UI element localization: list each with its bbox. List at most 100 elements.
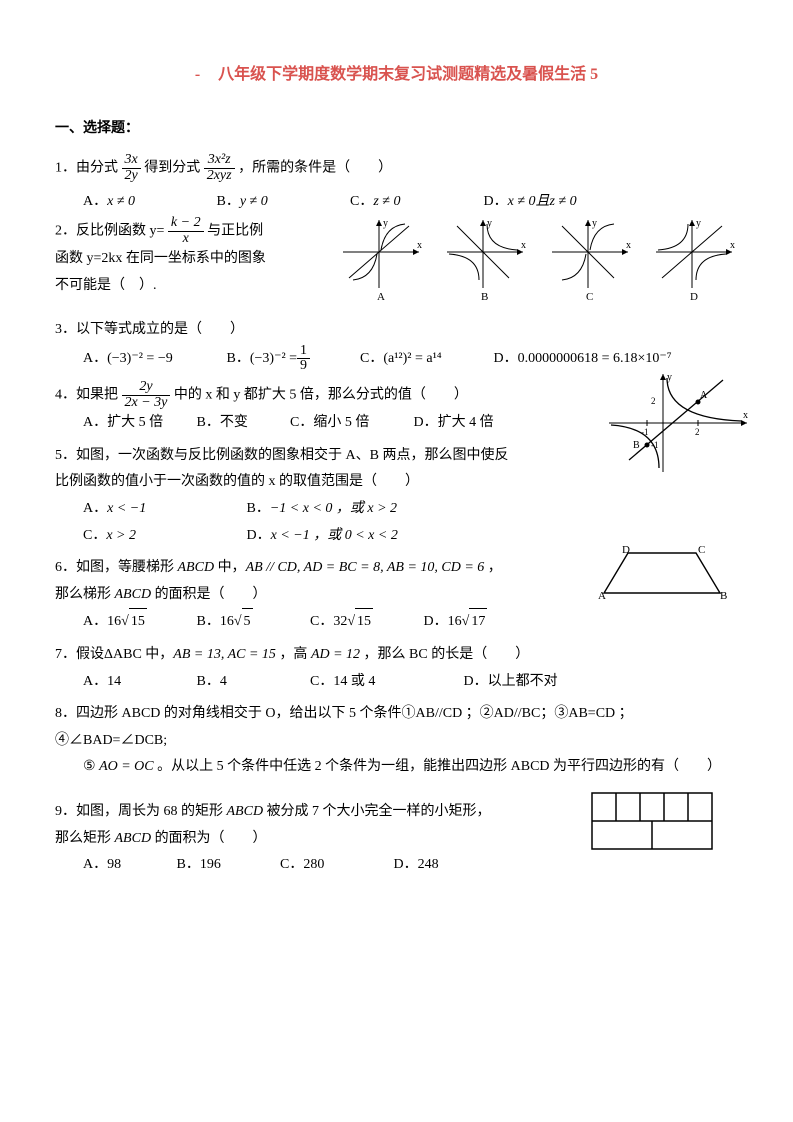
svg-text:y: y (696, 218, 701, 229)
q7-opt-b: B．4 (197, 669, 307, 696)
q7-cond: AB = 13, AC = 15 (173, 647, 276, 662)
q2-frac: k − 2 x (168, 216, 204, 246)
q3-b-pre: (−3)⁻² = (250, 346, 297, 373)
q9-opt-a: A．98 (83, 852, 173, 879)
q8-l2b: AO = OC (99, 759, 154, 774)
q5-c-l: C． (83, 523, 106, 550)
q1-frac1: 3x 2y (122, 153, 141, 183)
q6-b-c: 16 (220, 609, 234, 636)
q5-b-l: B． (247, 496, 270, 523)
q7-pre: 7．假设 (55, 647, 104, 662)
q1-c-val: z ≠ 0 (373, 189, 400, 216)
q8-l1: 8．四边形 ABCD 的对角线相交于 O，给出以下 5 个条件①AB//CD ；… (55, 701, 738, 754)
q3-b-fd: 9 (297, 359, 310, 374)
q2-frac-n: k − 2 (168, 216, 204, 232)
q9-l2a: 那么矩形 (55, 831, 115, 846)
q7-post: ，那么 BC 的长是（ ） (360, 647, 529, 662)
q1-c-label: C． (350, 189, 373, 216)
q6-a-r: 15 (129, 608, 147, 636)
q3-stem: 3．以下等式成立的是（ ） (55, 317, 738, 344)
q9-l2c: 的面积为（ ） (151, 831, 267, 846)
question-4: 4．如果把 2y2x − 3y 中的 x 和 y 都扩大 5 倍，那么分式的值（… (55, 380, 738, 437)
svg-text:y: y (487, 218, 492, 229)
q7-mid2: ，高 (276, 647, 311, 662)
q1-d-val: x ≠ 0且z ≠ 0 (508, 189, 577, 216)
q2-l1b: 与正比例 (207, 223, 263, 238)
q1-post: ，所需的条件是（ ） (238, 160, 392, 175)
q4-opt-b: B．不变 (197, 410, 287, 437)
q6-l2a: 那么梯形 (55, 587, 115, 602)
question-8: 8．四边形 ABCD 的对角线相交于 O，给出以下 5 个条件①AB//CD ；… (55, 701, 738, 781)
q6-figure: D C A B (598, 545, 728, 616)
q6-d-c: 16 (448, 609, 462, 636)
q6-d-r: 17 (469, 608, 487, 636)
question-3: 3．以下等式成立的是（ ） A．(−3)⁻² = −9 B．(−3)⁻² = 1… (55, 317, 738, 374)
svg-text:x: x (730, 240, 735, 251)
svg-text:x: x (626, 240, 631, 251)
svg-text:x: x (417, 240, 422, 251)
q1-options: A．x ≠ 0 B．y ≠ 0 C．z ≠ 0 D．x ≠ 0且z ≠ 0 (55, 189, 738, 216)
question-6: 6．如图，等腰梯形 ABCD 中，AB // CD, AD = BC = 8, … (55, 555, 738, 636)
q5-ypos: 2 (651, 396, 656, 406)
q7-opt-d: D．以上都不对 (464, 669, 558, 696)
q4-fn: 2y (122, 380, 171, 396)
title-dash: - (195, 66, 200, 83)
q1-frac2-num: 3x²z (204, 153, 235, 169)
q1-a-val: x ≠ 0 (107, 189, 135, 216)
q5-xneg: -1 (641, 427, 649, 437)
q5-c-v: x > 2 (106, 523, 136, 550)
q3-a-label: A． (83, 346, 107, 373)
q1-d-label: D． (484, 189, 508, 216)
q5-d-v: x < −1 ，或 0 < x < 2 (271, 523, 398, 550)
q2-graph-c: xy C (544, 216, 639, 301)
q9-l1c: 被分成 7 个大小完全一样的小矩形， (263, 804, 491, 819)
q6-l2b: ABCD (115, 587, 152, 602)
q6-d-l: D． (424, 609, 448, 636)
svg-text:y: y (383, 218, 388, 229)
q6-a-l: A． (83, 609, 107, 636)
svg-text:y: y (592, 218, 597, 229)
q8-l2a: ⑤ (83, 759, 99, 774)
q6-fig-a: A (598, 590, 606, 602)
q6-c-r: 15 (355, 608, 373, 636)
svg-text:x: x (743, 410, 748, 421)
q3-b-label: B． (227, 346, 250, 373)
q7-tri: ΔABC (104, 647, 142, 662)
q2-frac-d: x (168, 232, 204, 247)
q2-graph-a: x y A (335, 216, 430, 301)
q6-l1e: ， (484, 560, 502, 575)
q6-l2c: 的面积是（ ） (151, 587, 267, 602)
q5-a-l: A． (83, 496, 107, 523)
q4-fd: 2x − 3y (122, 396, 171, 411)
q2-graphs: xy A xy B xy C (332, 216, 747, 312)
q5-xpos: 2 (695, 427, 700, 437)
svg-text:A: A (700, 390, 708, 401)
q5-d-l: D． (247, 523, 271, 550)
q3-c-val: (a¹²)² = a¹⁴ (383, 346, 441, 373)
q2-l3: 不可能是（ ）. (55, 273, 285, 300)
question-1: 1．由分式 3x 2y 得到分式 3x²z 2xyz ，所需的条件是（ ） (55, 153, 738, 183)
q6-l1d: AB // CD, AD = BC = 8, AB = 10, CD = 6 (246, 560, 485, 575)
q7-cond2: AD = 12 (311, 647, 360, 662)
q1-frac1-num: 3x (122, 153, 141, 169)
q6-fig-d: D (622, 545, 630, 556)
q9-figure (590, 791, 718, 864)
svg-text:x: x (521, 240, 526, 251)
q2-l2: 函数 y=2kx 在同一坐标系中的图象 (55, 246, 285, 273)
svg-text:y: y (667, 372, 672, 383)
q2-label-a: A (377, 291, 385, 301)
q2-label-d: D (690, 291, 698, 301)
q5-l1: 5．如图，一次函数与反比例函数的图象相交于 A、B 两点，那么图中使反 (55, 443, 738, 470)
question-7: 7．假设ΔABC 中，AB = 13, AC = 15 ，高 AD = 12 ，… (55, 642, 738, 695)
q6-a-c: 16 (107, 609, 121, 636)
q6-fig-b: B (720, 590, 727, 602)
q3-a-val: (−3)⁻² = −9 (107, 346, 173, 373)
q6-l1a: 6．如图，等腰梯形 (55, 560, 178, 575)
q3-b-fn: 1 (297, 344, 310, 360)
q9-l1a: 9．如图，周长为 68 的矩形 (55, 804, 227, 819)
title-text: 八年级下学期度数学期末复习试测题精选及暑假生活 5 (218, 66, 598, 83)
q5-l2: 比例函数的值小于一次函数的值的 x 的取值范围是（ ） (55, 469, 738, 496)
q3-c-label: C． (360, 346, 383, 373)
question-5: 5．如图，一次函数与反比例函数的图象相交于 A、B 两点，那么图中使反 比例函数… (55, 443, 738, 549)
q5-b-v: −1 < x < 0 ，或 x > 2 (270, 496, 397, 523)
